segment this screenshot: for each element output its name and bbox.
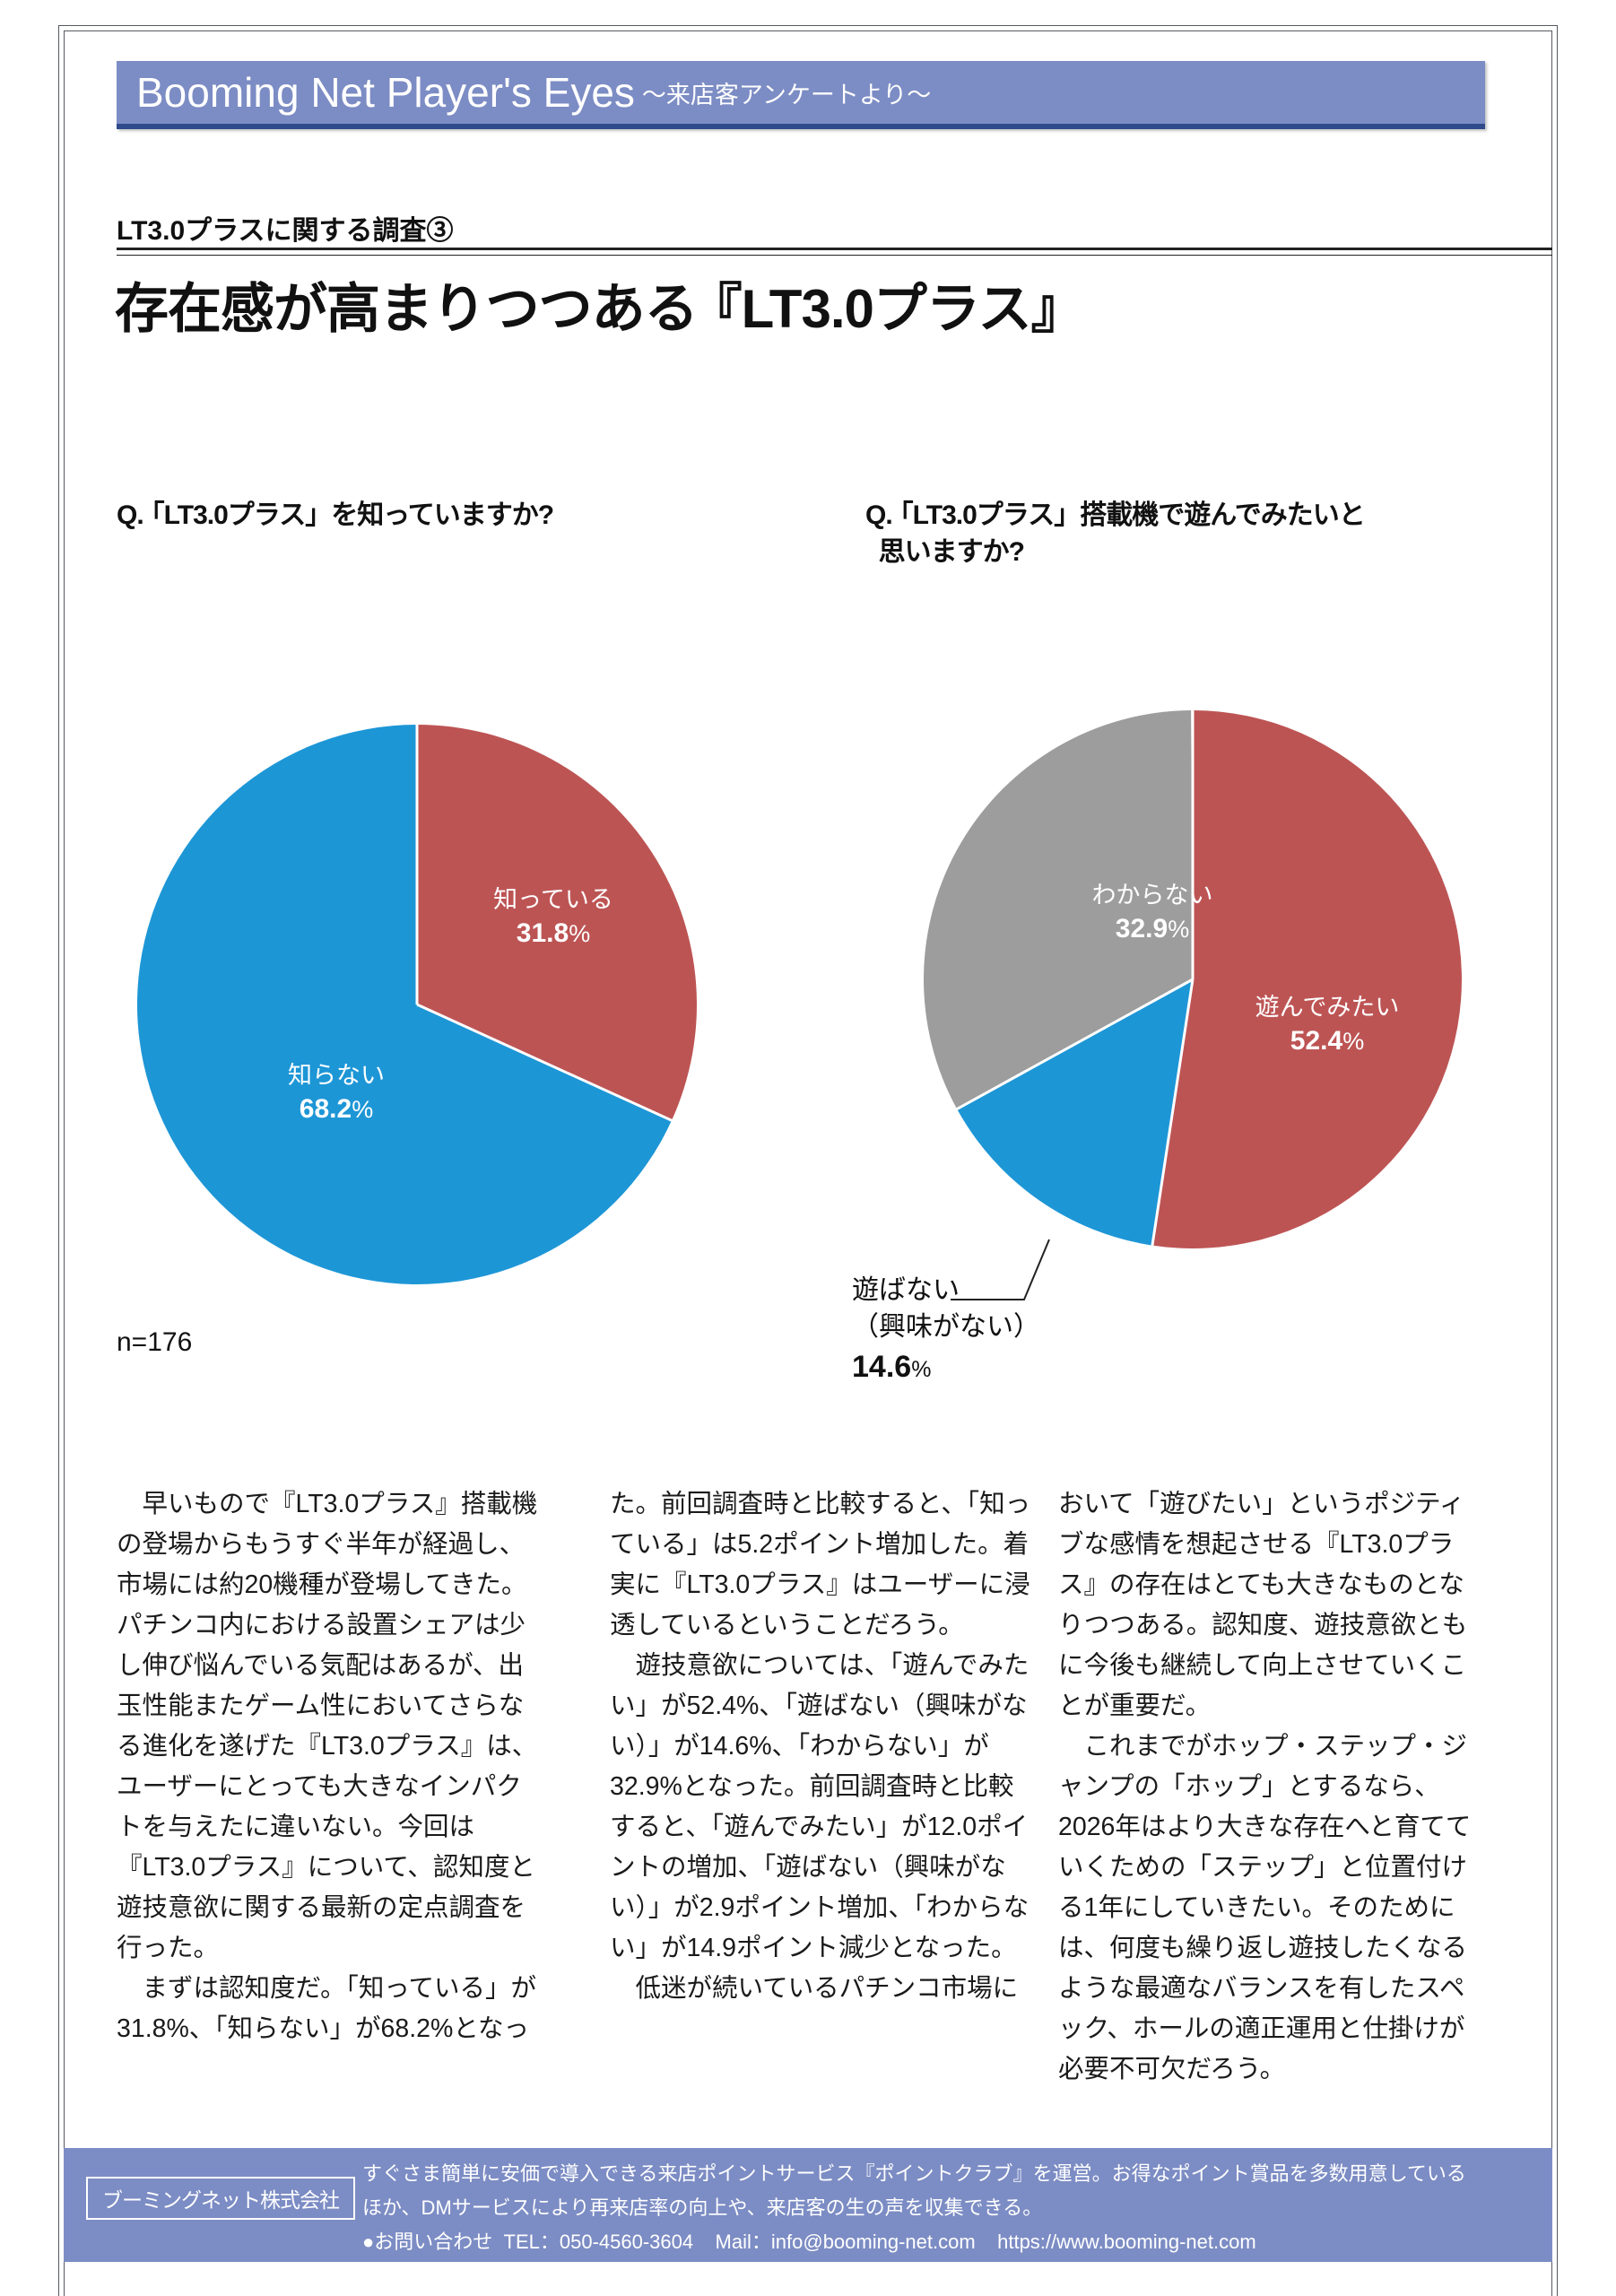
svg-text:31.8%: 31.8%: [517, 918, 590, 948]
svg-text:わからない: わからない: [1092, 882, 1213, 909]
svg-text:知っている: 知っている: [493, 886, 613, 913]
svg-text:32.9%: 32.9%: [1116, 914, 1189, 944]
svg-text:52.4%: 52.4%: [1290, 1026, 1364, 1056]
svg-text:68.2%: 68.2%: [300, 1094, 373, 1124]
svg-text:知らない: 知らない: [288, 1062, 385, 1089]
svg-text:遊んでみたい: 遊んでみたい: [1255, 994, 1400, 1021]
